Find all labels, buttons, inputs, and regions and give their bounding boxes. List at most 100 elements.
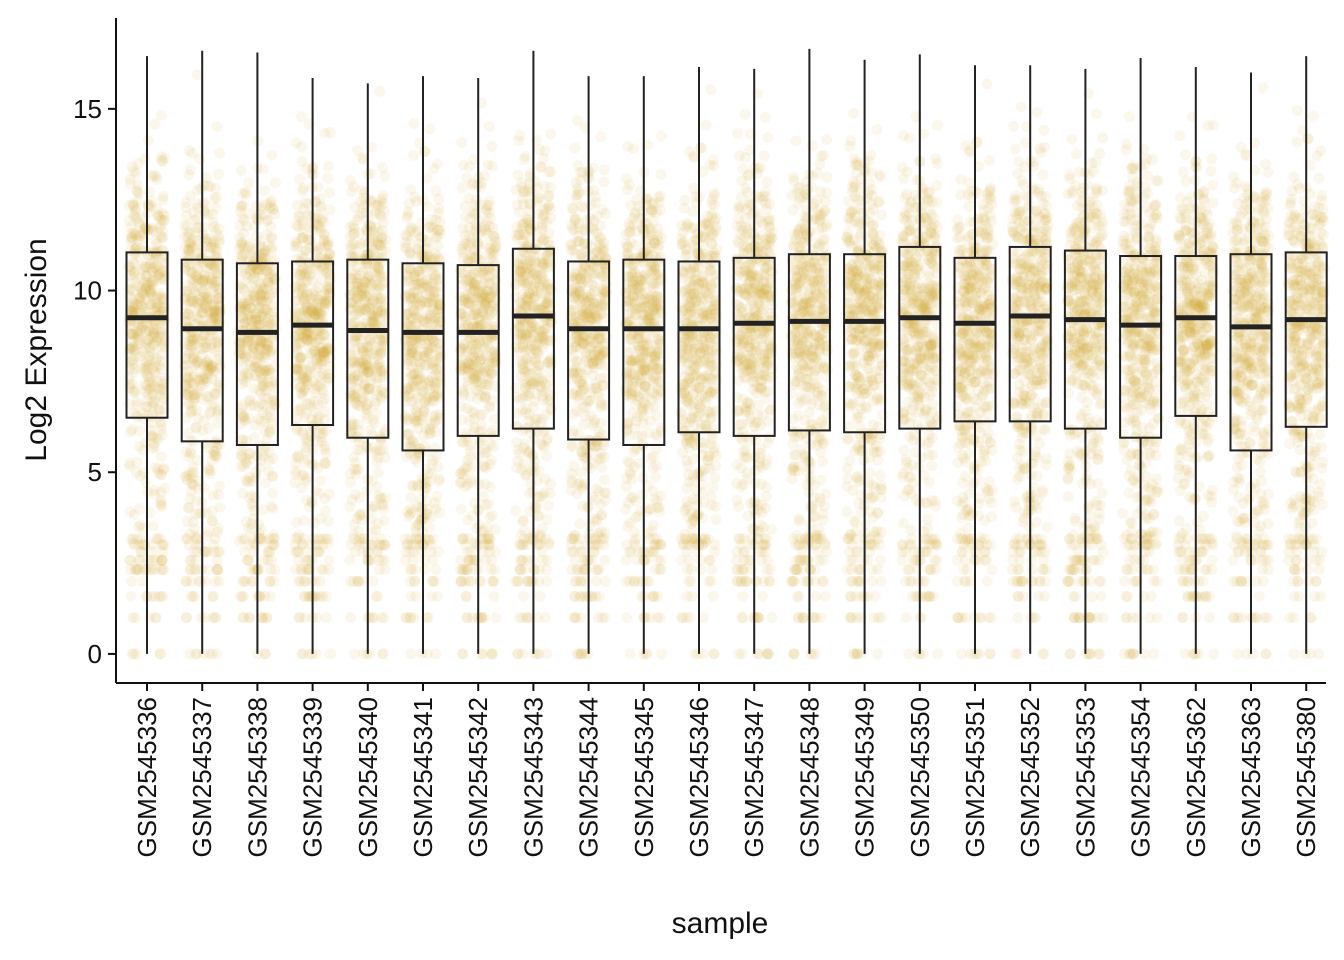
data-point [361,263,373,275]
data-point [212,293,224,305]
data-point [211,554,223,566]
data-point [151,203,163,215]
data-point [260,612,272,624]
data-point [537,490,549,502]
data-point [148,327,160,339]
data-point [149,301,161,313]
data-point [406,346,418,358]
data-point [133,334,145,346]
data-point [150,361,162,373]
data-point [344,501,356,513]
data-point [154,287,166,299]
data-point [154,533,166,545]
data-point [147,331,159,343]
data-point [157,302,169,314]
data-point [156,254,168,266]
data-point [456,137,468,149]
data-point [185,591,197,602]
data-point [656,648,668,660]
data-point [401,212,413,224]
data-point [210,388,222,400]
data-point [317,533,329,545]
data-point [152,260,164,272]
data-point [520,407,532,419]
data-point [479,262,491,274]
data-point [211,564,223,576]
data-point [237,188,249,200]
data-point [565,546,577,558]
data-point [156,341,168,353]
data-point [324,187,335,199]
data-point [316,274,328,286]
data-point [598,301,610,313]
data-point [322,172,334,184]
data-point [138,303,150,315]
data-point [456,533,468,545]
data-point [132,533,143,545]
data-point [155,266,167,278]
data-point [199,268,211,280]
data-point [155,220,167,231]
data-point [484,481,496,493]
data-point [534,591,546,602]
data-point [156,554,168,566]
data-point [464,213,476,225]
data-point [209,276,221,288]
data-point [146,417,158,429]
data-point [293,612,305,624]
data-point [513,207,525,218]
data-point [132,158,144,170]
data-point [262,337,274,349]
data-point [184,564,196,576]
data-point [127,648,139,660]
data-point [573,428,585,440]
data-point [154,323,166,335]
data-point [143,334,155,346]
data-point [144,287,156,299]
data-point [146,396,158,408]
data-point [521,575,533,587]
data-point [460,298,471,310]
data-point [368,317,380,329]
data-point [135,285,147,297]
data-point [145,258,157,269]
data-point [427,297,438,309]
data-point [158,293,170,305]
data-point [135,282,147,293]
data-point [594,220,606,232]
data-point [141,356,153,368]
data-point [150,298,162,310]
data-point [206,455,218,467]
data-point [234,535,245,547]
data-point [133,441,145,452]
data-point [127,297,139,309]
data-point [195,612,207,624]
data-point [486,245,498,257]
data-point [130,386,142,398]
data-point [139,261,151,273]
data-point [158,294,169,306]
data-point [134,325,146,337]
data-point [259,416,271,427]
data-point [154,411,166,423]
data-point [600,208,612,219]
data-point [379,515,391,527]
data-point [153,591,165,602]
data-point [362,290,374,302]
data-point [137,538,149,550]
data-point [142,388,154,400]
data-point [149,394,160,406]
data-point [158,215,169,226]
data-point [238,461,249,473]
data-point [142,223,154,235]
data-point [537,213,549,225]
data-point [212,564,224,576]
data-point [147,443,159,454]
data-point [147,326,159,338]
data-point [457,252,469,264]
data-point [133,564,145,576]
data-point [314,200,326,212]
data-point [484,458,496,470]
data-point [213,575,225,587]
